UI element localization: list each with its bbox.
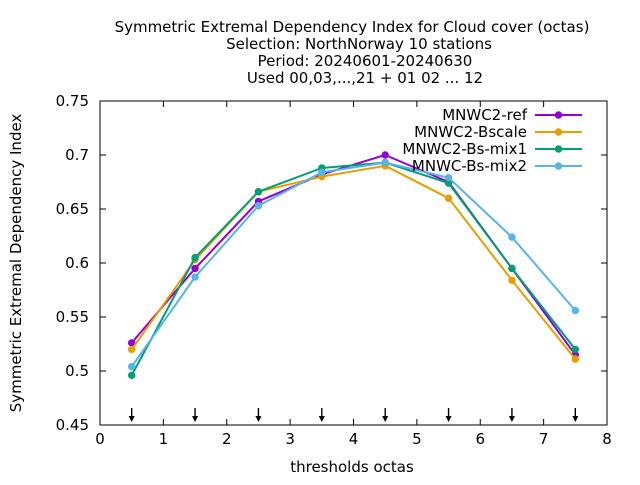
data-point [444, 194, 453, 202]
data-point [127, 345, 136, 354]
legend-item: MNWC-Bs-mix2 [412, 157, 582, 175]
arrow-head [255, 416, 262, 422]
legend-label: MNWC2-ref [442, 106, 527, 124]
data-point [444, 173, 453, 182]
chart-title: Symmetric Extremal Dependency Index for … [115, 18, 590, 87]
threshold-arrow [508, 408, 515, 422]
x-tick-label: 3 [285, 430, 295, 448]
y-tick-label: 0.7 [65, 146, 89, 164]
series-1 [127, 162, 580, 363]
arrow-head [382, 416, 389, 422]
legend-label: MNWC2-Bscale [414, 123, 527, 141]
legend-item: MNWC2-Bs-mix1 [402, 140, 582, 158]
threshold-arrow [318, 408, 325, 422]
x-tick-label: 0 [95, 430, 105, 448]
series-line [130, 164, 577, 360]
threshold-arrow [445, 408, 452, 422]
data-point [508, 276, 516, 284]
plot-axes: 0 1 2 3 4 5 6 7 8 0.45 0.5 0.55 0.6 0.65 0.7 0.75 [56, 92, 612, 448]
legend-swatch-marker [554, 111, 563, 119]
x-tick-label: 4 [349, 430, 359, 448]
x-tick-label: 1 [159, 430, 169, 448]
arrow-head [445, 416, 452, 422]
y-tick-label: 0.75 [56, 92, 89, 110]
arrow-head [572, 416, 579, 422]
data-point [254, 202, 263, 210]
arrow-head [318, 416, 325, 422]
y-tick-label: 0.5 [65, 362, 89, 380]
x-tick-label: 2 [222, 430, 232, 448]
x-tick-label: 7 [539, 430, 549, 448]
data-point [508, 264, 516, 273]
arrow-head [192, 416, 199, 422]
plot-border [99, 100, 608, 426]
threshold-arrow [192, 408, 199, 422]
title-line: Symmetric Extremal Dependency Index for … [115, 18, 590, 36]
legend-item: MNWC2-Bscale [414, 123, 582, 141]
data-point [191, 264, 199, 273]
y-tick-label: 0.55 [56, 308, 89, 326]
data-point [127, 371, 136, 380]
data-point [381, 158, 389, 167]
threshold-arrow [382, 408, 389, 422]
legend-label: MNWC-Bs-mix2 [412, 157, 527, 175]
threshold-arrows [128, 408, 579, 422]
legend: MNWC2-refMNWC2-BscaleMNWC2-Bs-mix1MNWC-B… [402, 106, 582, 175]
legend-label: MNWC2-Bs-mix1 [402, 140, 527, 158]
arrow-head [128, 416, 135, 422]
y-tick-label: 0.45 [56, 416, 89, 434]
y-axis-label: Symmetric Extremal Dependency Index [7, 114, 25, 413]
series-line [130, 161, 577, 376]
legend-swatch-marker [554, 162, 563, 170]
data-point [254, 188, 263, 196]
data-point [571, 306, 580, 315]
legend-swatch-marker [554, 145, 563, 153]
legend-item: MNWC2-ref [442, 106, 582, 124]
legend-swatch-marker [554, 128, 563, 136]
title-line: Period: 20240601-20240630 [258, 52, 473, 70]
data-point [191, 273, 199, 281]
data-point [508, 233, 516, 241]
data-point [571, 355, 580, 363]
threshold-arrow [128, 408, 135, 422]
title-line: Used 00,03,...,21 + 01 02 ... 12 [247, 69, 483, 87]
data-point [381, 151, 389, 159]
threshold-arrow [255, 408, 262, 422]
data-point [571, 345, 580, 354]
title-line: Selection: NorthNorway 10 stations [226, 35, 492, 53]
arrow-head [508, 416, 515, 422]
threshold-arrow [572, 408, 579, 422]
y-tick-label: 0.65 [56, 200, 89, 218]
data-point [318, 168, 326, 176]
x-axis-label: thresholds octas [290, 458, 414, 476]
data-point [191, 253, 199, 262]
data-point [127, 362, 136, 371]
x-tick-label: 6 [475, 430, 485, 448]
data-series [127, 151, 580, 380]
series-3 [127, 158, 580, 371]
x-tick-label: 8 [602, 430, 612, 448]
x-tick-label: 5 [412, 430, 422, 448]
series-line [130, 161, 577, 368]
y-tick-label: 0.6 [65, 254, 89, 272]
